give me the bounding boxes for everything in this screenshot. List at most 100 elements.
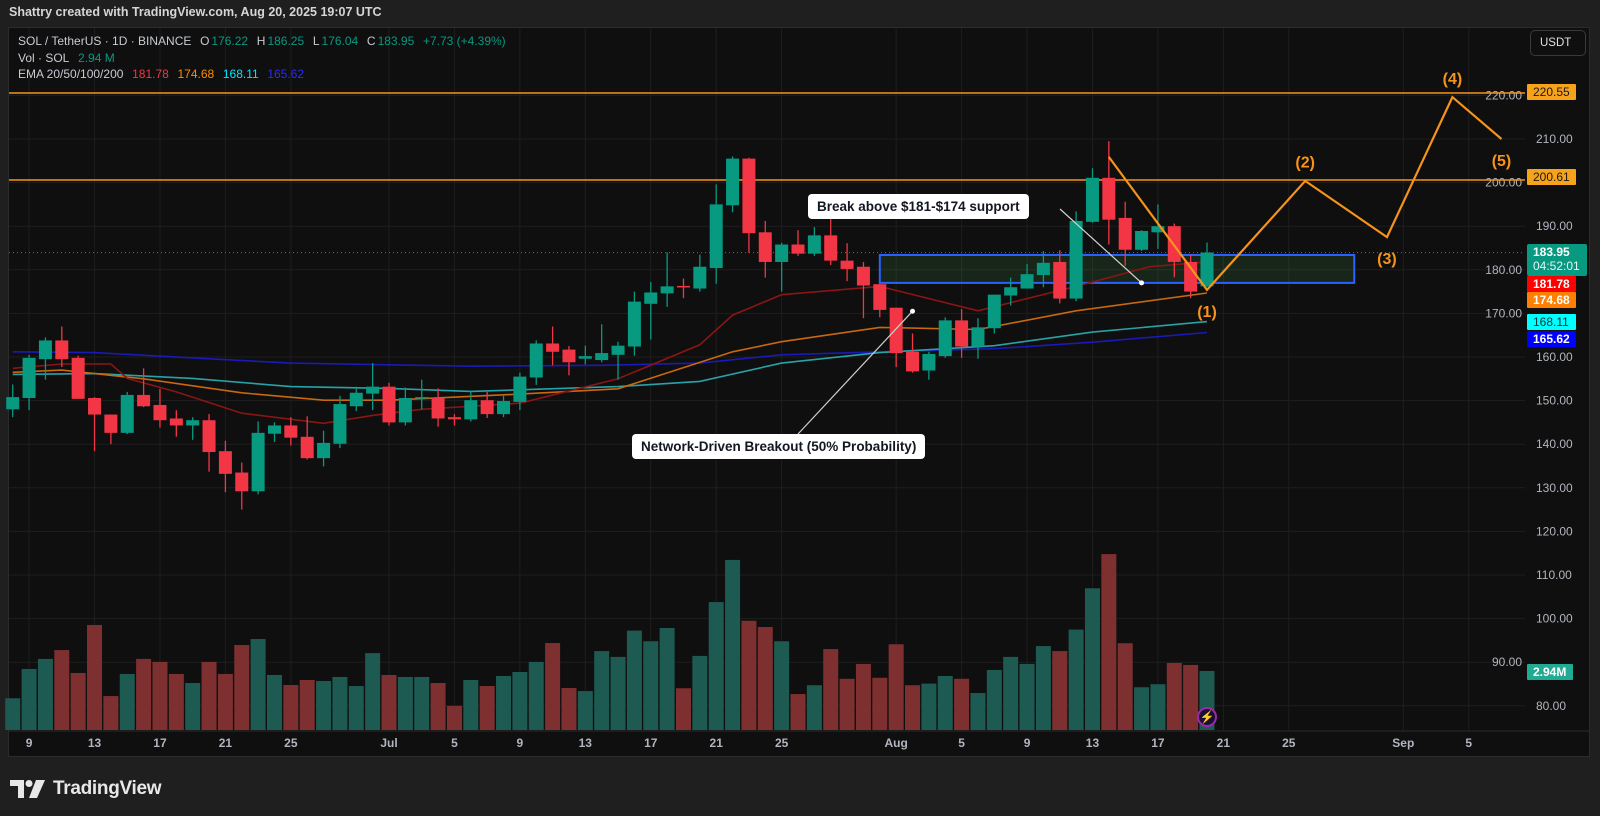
time-axis-label: Jul — [380, 736, 397, 750]
change-value: +7.73 (+4.39%) — [422, 34, 506, 48]
candle-body — [987, 294, 1001, 329]
candle-body — [758, 232, 772, 262]
volume-bar — [250, 639, 266, 730]
logo-text: TradingView — [53, 778, 162, 799]
volume-bar — [823, 649, 839, 730]
candle-body — [1004, 287, 1018, 296]
network-annotation-anchor — [910, 308, 916, 314]
time-axis-label: 5 — [958, 736, 965, 750]
volume-bar — [1134, 687, 1150, 730]
price-axis-label: 100.00 — [1536, 612, 1573, 626]
open-label: O — [200, 34, 210, 48]
candle-body — [676, 285, 690, 288]
volume-bar — [348, 686, 364, 730]
lightning-event-icon[interactable]: ⚡ — [1197, 707, 1217, 727]
time-axis-label: 25 — [1282, 736, 1296, 750]
ema-label[interactable]: EMA 20/50/100/200 — [18, 67, 124, 81]
ema-legend[interactable]: EMA 20/50/100/200 181.78 174.68 168.11 1… — [18, 67, 306, 81]
volume-bar — [5, 698, 21, 730]
price-axis-label: 140.00 — [1536, 437, 1573, 451]
volume-label[interactable]: Vol · SOL — [18, 51, 70, 65]
time-axis-label: 21 — [1217, 736, 1231, 750]
candle-countdown: 04:52:01 — [1533, 259, 1580, 273]
price-axis-label: 220.00 — [1485, 88, 1522, 102]
candle-body — [922, 353, 936, 371]
volume-bar — [888, 644, 904, 730]
volume-bar — [234, 645, 250, 730]
volume-bar — [119, 673, 135, 730]
volume-value: 2.94 M — [78, 51, 115, 65]
volume-bar — [152, 661, 168, 730]
chart-credit: Shattry created with TradingView.com, Au… — [9, 5, 382, 19]
candle-body — [578, 356, 592, 359]
candle-body — [644, 292, 658, 304]
candle-body — [1020, 274, 1034, 289]
volume-bar — [283, 685, 299, 730]
volume-bar — [855, 663, 871, 730]
price-axis-label: 80.00 — [1536, 699, 1566, 713]
volume-bar — [1150, 684, 1166, 730]
volume-bar — [872, 677, 888, 730]
time-axis-label: Aug — [884, 736, 907, 750]
candle-body — [251, 432, 265, 492]
volume-bar — [168, 673, 184, 730]
price-axis-label: 120.00 — [1536, 524, 1573, 538]
volume-bar — [496, 675, 512, 730]
time-axis-label: 9 — [1024, 736, 1031, 750]
symbol-title[interactable]: SOL / TetherUS · 1D · BINANCE — [18, 34, 192, 48]
candle-body — [1135, 230, 1149, 250]
volume-bar — [954, 678, 970, 730]
candle-body — [267, 425, 281, 434]
volume-bar — [201, 661, 217, 730]
ema20-badge: 181.78 — [1527, 276, 1576, 292]
volume-bar — [626, 630, 642, 730]
time-axis-label: 9 — [26, 736, 33, 750]
candle-body — [726, 158, 740, 206]
volume-bar — [757, 626, 773, 730]
volume-bar — [594, 651, 610, 730]
candle-body — [1085, 177, 1099, 222]
candle-body — [873, 284, 887, 310]
volume-bar — [365, 653, 381, 730]
candle-body — [88, 397, 102, 415]
time-axis-label: 13 — [579, 736, 593, 750]
currency-button[interactable]: USDT — [1530, 30, 1586, 56]
ema200-value: 165.62 — [267, 67, 305, 81]
chart-panel[interactable] — [8, 27, 1590, 757]
volume-bar — [266, 674, 282, 730]
wave-label: (2) — [1295, 155, 1315, 172]
network-breakout-annotation[interactable]: Network-Driven Breakout (50% Probability… — [632, 434, 926, 459]
last-price-value: 183.95 — [1533, 245, 1570, 259]
price-axis-label: 130.00 — [1536, 481, 1573, 495]
volume-bar — [185, 683, 201, 730]
time-axis-label: 17 — [644, 736, 658, 750]
candle-body — [1184, 261, 1198, 292]
volume-bar — [479, 686, 495, 730]
time-axis-label: 13 — [1086, 736, 1100, 750]
candle-body — [546, 343, 560, 352]
time-axis-label: 25 — [775, 736, 789, 750]
candle-body — [349, 392, 363, 407]
candle-body — [104, 414, 118, 433]
candle-body — [497, 401, 511, 415]
volume-bar — [774, 641, 790, 730]
volume-bar — [316, 681, 332, 730]
volume-bar — [381, 674, 397, 730]
volume-bar — [839, 678, 855, 730]
candle-body — [807, 235, 821, 254]
volume-legend[interactable]: Vol · SOL 2.94 M — [18, 51, 117, 65]
tradingview-logo[interactable]: TradingView — [10, 778, 162, 800]
time-axis-label: 17 — [1151, 736, 1165, 750]
candle-body — [1200, 252, 1214, 287]
break-support-annotation[interactable]: Break above $181-$174 support — [808, 194, 1029, 219]
candle-body — [235, 472, 249, 492]
candle-body — [1053, 261, 1067, 299]
ema200-line — [12, 331, 1208, 368]
ema50-value: 174.68 — [177, 67, 215, 81]
volume-bar — [136, 658, 152, 730]
candle-body — [611, 345, 625, 355]
volume-bar — [217, 673, 233, 730]
candle-body — [202, 420, 216, 453]
